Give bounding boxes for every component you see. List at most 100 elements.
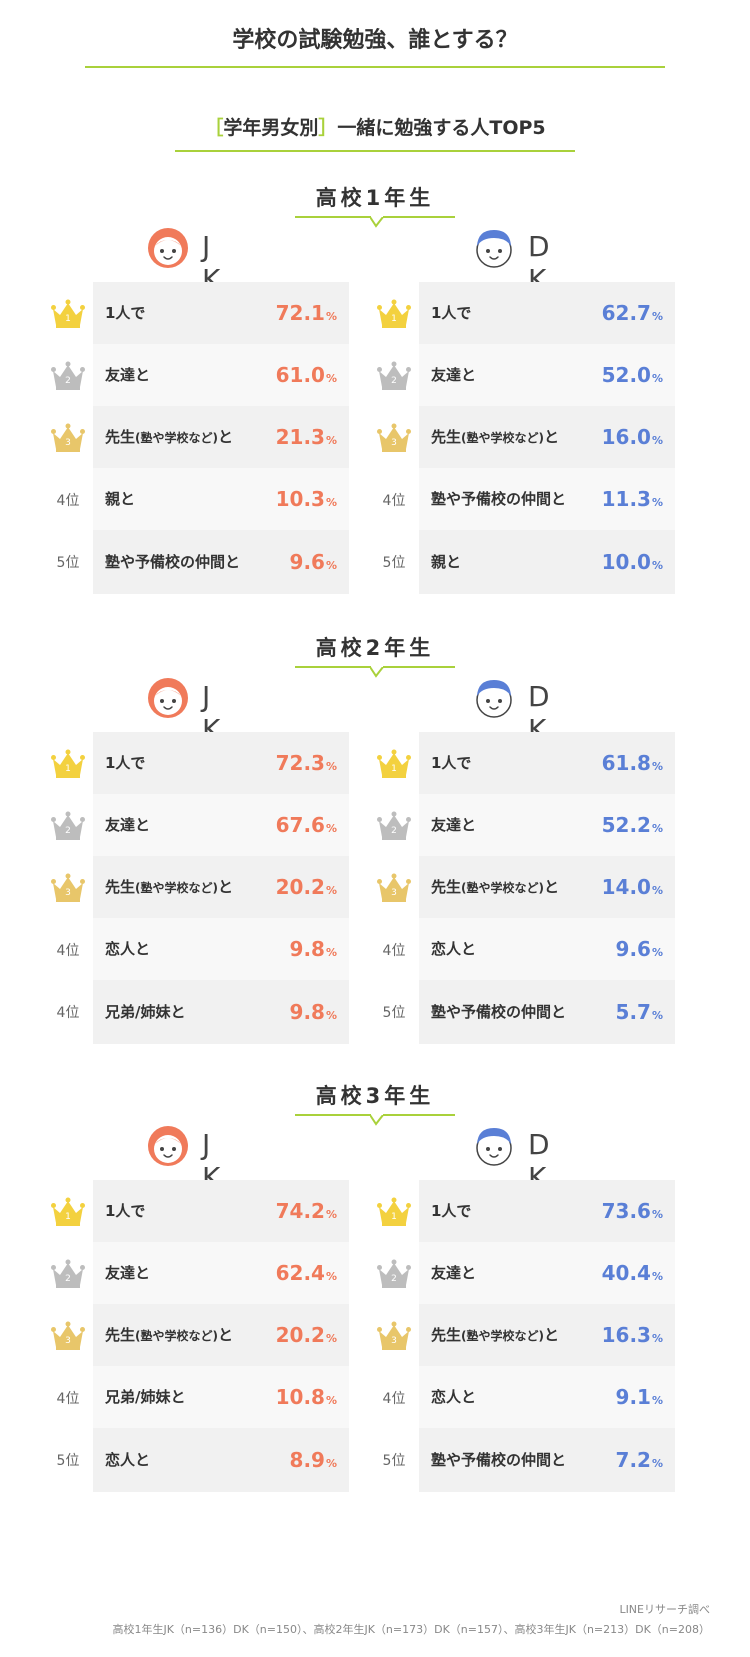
percent-unit: % — [325, 1270, 337, 1283]
percent-number: 10.0 — [601, 550, 651, 574]
table-row: 1 1人で 72.3% — [48, 732, 393, 794]
page-title: 学校の試験勉強、誰とする？ — [85, 18, 665, 68]
item-text: 塾や予備校の仲間と — [431, 1003, 567, 1021]
item-text: 親と — [105, 490, 136, 508]
ranking-cell: 先生(塾や学校など)と 16.0% — [419, 406, 675, 468]
svg-text:1: 1 — [65, 314, 71, 324]
crown-rank-3-icon: 3 — [377, 1321, 411, 1350]
percent-number: 72.1 — [275, 301, 325, 325]
table-row: 4位 兄弟/姉妹と 10.8% — [48, 1366, 393, 1428]
table-row: 2 友達と 52.0% — [374, 344, 719, 406]
percent-unit: % — [651, 496, 663, 509]
rank-cell: 4位 — [48, 918, 88, 982]
table-row: 3 先生(塾や学校など)と 20.2% — [48, 1304, 393, 1366]
chart-subtitle: ［学年男女別］一緒に勉強する人TOP5 — [175, 108, 575, 152]
percent-unit: % — [325, 760, 337, 773]
percent-number: 9.6 — [615, 937, 651, 961]
percent-number: 9.8 — [289, 937, 325, 961]
percent-number: 16.3 — [601, 1323, 651, 1347]
percent-value: 20.2% — [276, 1304, 337, 1370]
svg-text:2: 2 — [65, 376, 71, 386]
item-text: 親と — [431, 553, 462, 571]
item-text: 恋人と — [431, 940, 477, 958]
item-text: 友達と — [105, 366, 151, 384]
percent-value: 9.6% — [616, 918, 663, 984]
table-row: 2 友達と 61.0% — [48, 344, 393, 406]
item-suffix: と — [218, 428, 234, 446]
ranking-cell: 先生(塾や学校など)と 20.2% — [93, 856, 349, 918]
svg-text:3: 3 — [65, 1336, 71, 1346]
table-row: 1 1人で 62.7% — [374, 282, 719, 344]
percent-number: 20.2 — [275, 1323, 325, 1347]
percent-unit: % — [325, 822, 337, 835]
table-row: 2 友達と 62.4% — [48, 1242, 393, 1304]
table-row: 1 1人で 61.8% — [374, 732, 719, 794]
crown-rank-1-icon: 1 — [51, 1197, 85, 1226]
table-row: 4位 親と 10.3% — [48, 468, 393, 530]
percent-value: 62.7% — [602, 282, 663, 348]
item-label: 兄弟/姉妹と — [105, 980, 185, 1044]
item-label: 友達と — [105, 794, 150, 856]
item-suffix: と — [544, 428, 560, 446]
item-label: 1人で — [105, 1180, 145, 1242]
svg-text:2: 2 — [65, 826, 71, 836]
rank-cell: 4位 — [48, 1366, 88, 1430]
dk-ranking-table: 1 1人で 61.8% 2 友達と 52.2% 3 先生(塾や学校など)と 14.0% 4位 恋人と… — [374, 732, 719, 1044]
percent-unit: % — [325, 496, 337, 509]
grade-title: 高校2年生 — [295, 632, 455, 668]
percent-number: 10.8 — [275, 1385, 325, 1409]
percent-unit: % — [325, 559, 337, 572]
table-row: 4位 恋人と 9.1% — [374, 1366, 719, 1428]
table-row: 4位 塾や予備校の仲間と 11.3% — [374, 468, 719, 530]
item-label: 先生(塾や学校など)と — [105, 1304, 233, 1367]
item-label: 兄弟/姉妹と — [105, 1366, 185, 1428]
table-row: 3 先生(塾や学校など)と 21.3% — [48, 406, 393, 468]
footer-source: LINEリサーチ調べ — [619, 1603, 710, 1616]
percent-value: 9.1% — [616, 1366, 663, 1432]
crown-rank-1-icon: 1 — [377, 299, 411, 328]
item-note: (塾や学校など) — [461, 431, 544, 445]
item-label: 塾や予備校の仲間と — [431, 980, 566, 1044]
item-label: 1人で — [431, 282, 471, 344]
rank-label: 5位 — [56, 555, 80, 571]
subtitle-bracket-close: ］ — [318, 117, 338, 139]
rank-cell: 5位 — [48, 530, 88, 594]
svg-text:3: 3 — [65, 888, 71, 898]
item-note: (塾や学校など) — [135, 1329, 218, 1343]
percent-number: 9.8 — [289, 1000, 325, 1024]
jk-ranking-table: 1 1人で 72.1% 2 友達と 61.0% 3 先生(塾や学校など)と 21.3% 4位 親と 1… — [48, 282, 393, 594]
table-row: 3 先生(塾や学校など)と 20.2% — [48, 856, 393, 918]
percent-unit: % — [651, 372, 663, 385]
rank-label: 4位 — [56, 1391, 80, 1407]
crown-rank-2-icon: 2 — [51, 361, 85, 390]
crown-rank-3-icon: 3 — [51, 423, 85, 452]
percent-unit: % — [651, 434, 663, 447]
crown-rank-1-icon: 1 — [51, 749, 85, 778]
percent-value: 62.4% — [276, 1242, 337, 1308]
rank-label: 5位 — [56, 1453, 80, 1469]
item-label: 先生(塾や学校など)と — [431, 406, 559, 469]
grade-title: 高校3年生 — [295, 1080, 455, 1116]
item-text: 1人で — [431, 304, 472, 322]
rank-cell: 5位 — [374, 1428, 414, 1492]
item-text: 1人で — [105, 1202, 146, 1220]
rank-cell: 5位 — [374, 530, 414, 594]
item-label: 先生(塾や学校など)と — [431, 856, 559, 919]
footer-sample: 高校1年生JK（n=136）DK（n=150）、高校2年生JK（n=173）DK… — [112, 1623, 710, 1636]
ranking-cell: 塾や予備校の仲間と 5.7% — [419, 980, 675, 1044]
percent-value: 9.6% — [290, 530, 337, 598]
jk-ranking-table: 1 1人で 72.3% 2 友達と 67.6% 3 先生(塾や学校など)と 20.2% 4位 恋人と… — [48, 732, 393, 1044]
percent-number: 52.0 — [601, 363, 651, 387]
percent-number: 74.2 — [275, 1199, 325, 1223]
item-text: 先生 — [105, 878, 136, 896]
item-label: 1人で — [105, 282, 145, 344]
ranking-cell: 先生(塾や学校など)と 20.2% — [93, 1304, 349, 1366]
rank-cell: 3 — [374, 406, 414, 470]
rank-cell: 1 — [374, 282, 414, 346]
percent-unit: % — [651, 1332, 663, 1345]
table-row: 5位 恋人と 8.9% — [48, 1428, 393, 1492]
girl-face-icon — [148, 1126, 188, 1166]
percent-number: 11.3 — [601, 487, 651, 511]
percent-value: 7.2% — [616, 1428, 663, 1496]
percent-unit: % — [651, 1270, 663, 1283]
